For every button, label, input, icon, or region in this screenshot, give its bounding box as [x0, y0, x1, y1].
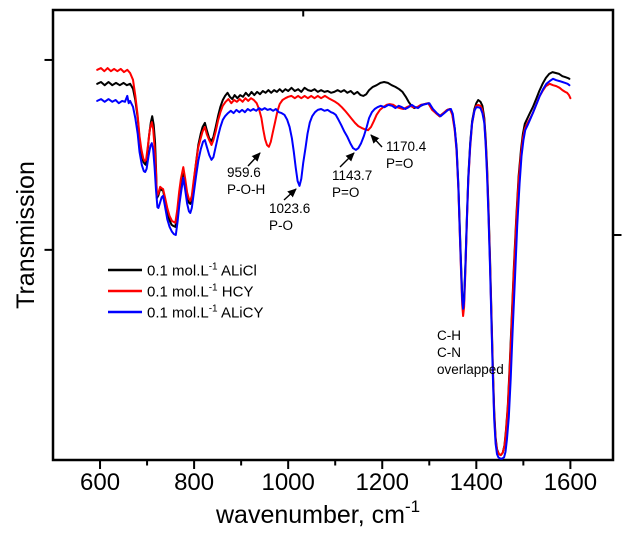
x-axis-title: wavenumber, cm-1	[215, 497, 420, 529]
x-tick-label: 1200	[356, 469, 409, 496]
annotation-text-10236: 1023.6 P-O	[269, 201, 310, 233]
axis-frame	[51, 8, 615, 462]
x-tick-label: 1000	[261, 469, 314, 496]
x-tick-label: 1400	[450, 469, 503, 496]
annotation-text-11437: 1143.7 P=O	[332, 168, 372, 200]
legend-label-alicy: 0.1 mol.L-1 ALiCY	[147, 304, 263, 322]
annotation-arrow	[283, 188, 297, 201]
legend-label-alicl: 0.1 mol.L-1 ALiCl	[147, 262, 257, 280]
annotation-arrow	[247, 152, 261, 167]
x-tick-label: 1600	[544, 469, 597, 496]
legend-label-hcy: 0.1 mol.L-1 HCY	[147, 283, 253, 301]
series-line-alicy	[96, 77, 571, 460]
x-tick-label: 600	[80, 469, 120, 496]
annotation-text-ch: C-H C-N overlapped	[437, 328, 504, 377]
annotation-arrow	[339, 152, 355, 168]
annotation-arrow	[370, 134, 383, 148]
annotation-text-9596: 959.6 P-O-H	[227, 165, 265, 197]
annotation-text-11704: 1170.4 P=O	[386, 139, 427, 171]
y-axis-title: Transmission	[12, 161, 40, 309]
x-tick-label: 800	[174, 469, 214, 496]
